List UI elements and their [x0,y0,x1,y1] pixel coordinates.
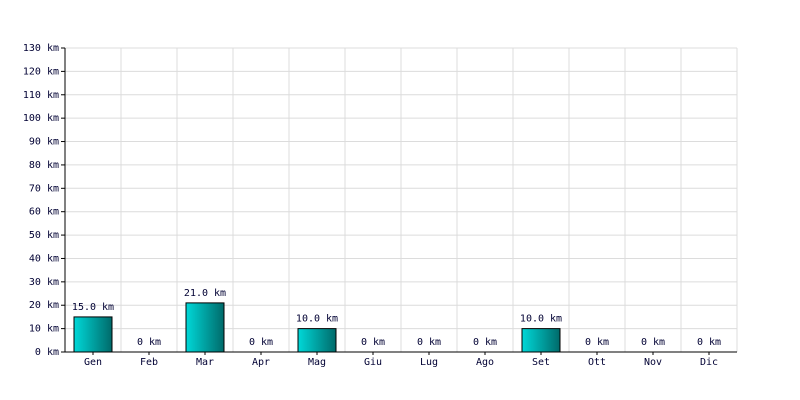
value-label: 0 km [641,337,665,348]
value-label: 21.0 km [184,288,226,299]
y-tick-label: 0 km [35,347,59,358]
x-tick-label: Dic [700,357,718,368]
x-tick-label: Ott [588,357,606,368]
x-tick-label: Mar [196,357,214,368]
bar [297,328,337,353]
x-tick-label: Apr [252,357,270,368]
value-label: 10.0 km [296,314,338,325]
y-tick-label: 120 km [23,66,59,77]
x-tick-label: Giu [364,357,382,368]
bar [185,302,225,353]
value-label: 0 km [417,337,441,348]
y-tick-label: 70 km [29,183,59,194]
x-tick-label: Gen [84,357,102,368]
y-tick-label: 30 km [29,277,59,288]
value-label: 0 km [697,337,721,348]
x-tick-label: Feb [140,357,158,368]
x-tick-label: Ago [476,357,494,368]
y-tick-label: 10 km [29,324,59,335]
y-tick-label: 90 km [29,137,59,148]
x-tick-label: Mag [308,357,326,368]
value-label: 10.0 km [520,314,562,325]
y-tick-label: 40 km [29,253,59,264]
value-label: 0 km [361,337,385,348]
y-tick-label: 50 km [29,230,59,241]
y-tick-label: 80 km [29,160,59,171]
y-tick-label: 130 km [23,43,59,54]
value-label: 0 km [585,337,609,348]
y-tick-label: 20 km [29,300,59,311]
value-label: 0 km [473,337,497,348]
bar [73,316,113,353]
value-label: 0 km [137,337,161,348]
bar [521,328,561,353]
y-tick-label: 110 km [23,90,59,101]
value-label: 0 km [249,337,273,348]
y-tick-label: 100 km [23,113,59,124]
x-tick-label: Lug [420,357,438,368]
x-tick-label: Nov [644,357,662,368]
x-tick-label: Set [532,357,550,368]
y-tick-label: 60 km [29,207,59,218]
value-label: 15.0 km [72,302,114,313]
